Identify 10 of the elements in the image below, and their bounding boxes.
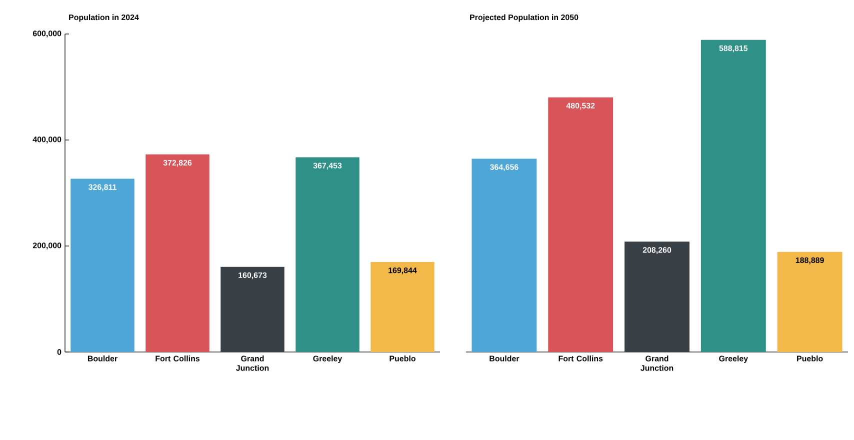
bar: [472, 158, 537, 352]
bar: [548, 97, 614, 352]
bar: [296, 157, 360, 352]
bar: [70, 178, 134, 352]
bar: [700, 40, 766, 352]
bar: [370, 262, 434, 352]
bar: [146, 154, 210, 352]
bar: [220, 266, 284, 352]
bar: [777, 252, 842, 352]
bar: [624, 242, 690, 352]
